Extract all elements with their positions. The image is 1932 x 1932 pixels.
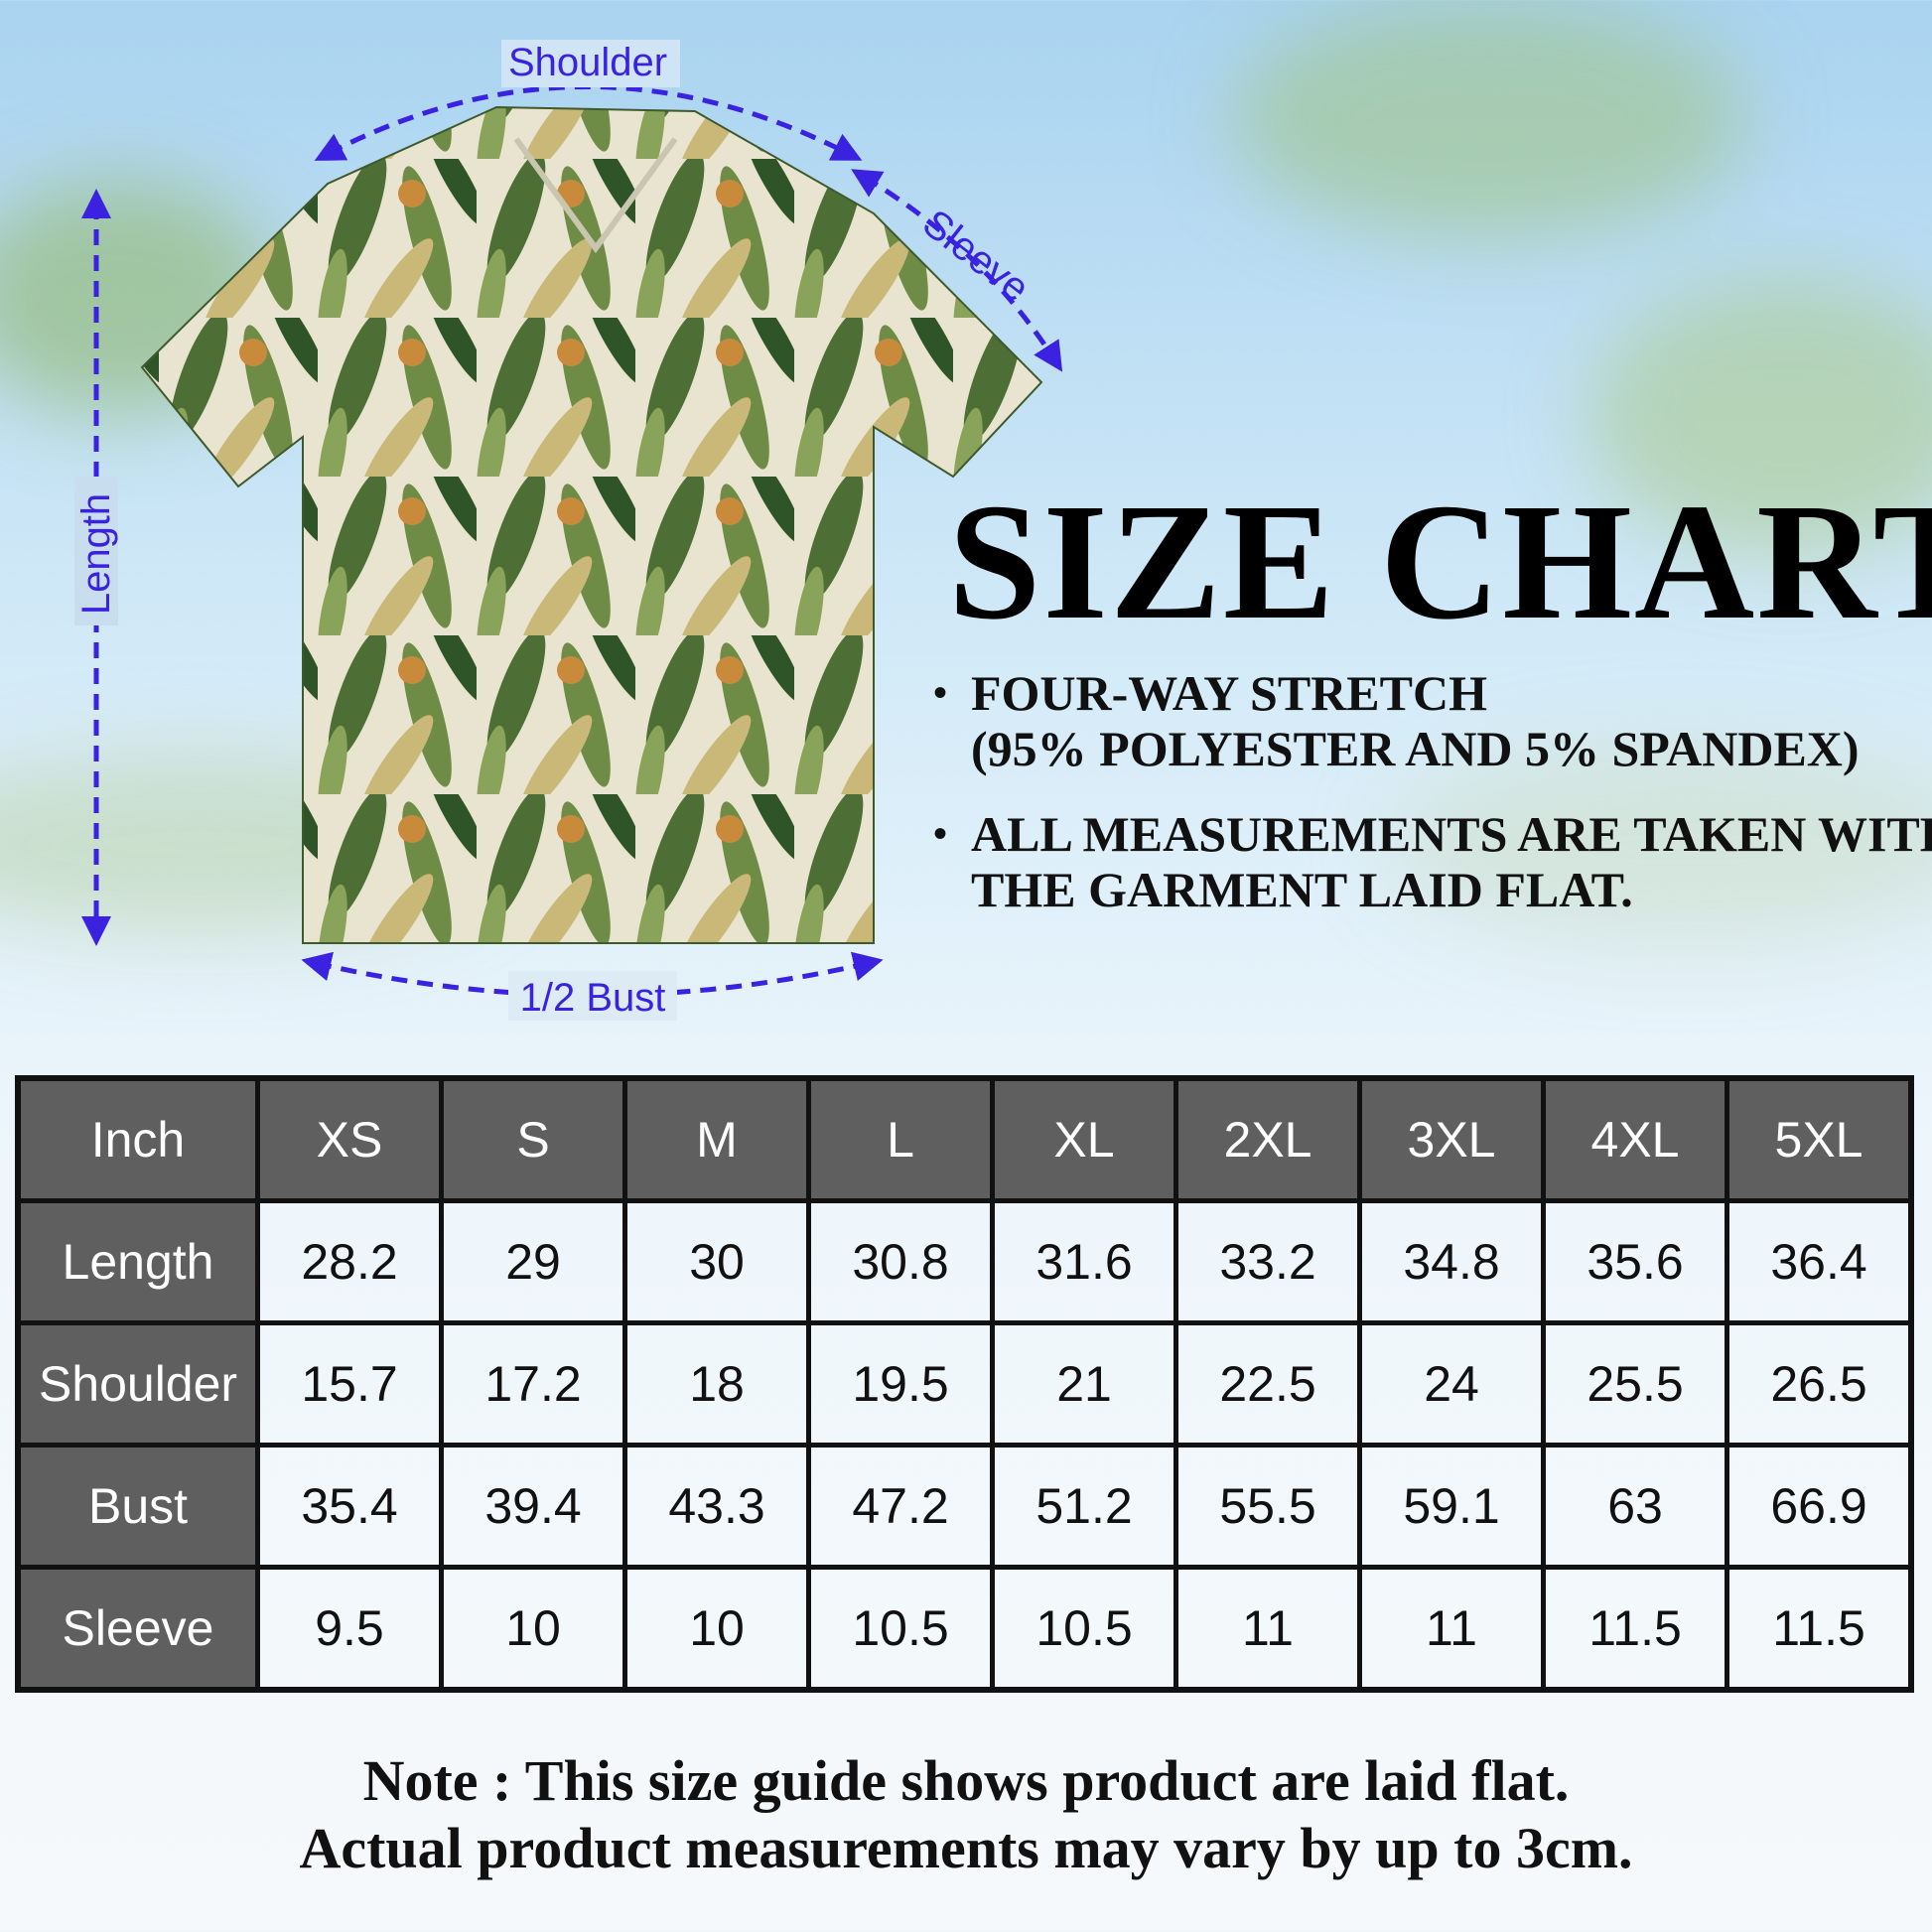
table-cell: 9.5 xyxy=(255,1565,444,1693)
table-cell: 51.2 xyxy=(990,1443,1178,1570)
table-cell: 31.6 xyxy=(990,1198,1178,1325)
table-cell: 26.5 xyxy=(1725,1320,1914,1448)
palm-blur xyxy=(0,0,1932,943)
table-cell: 11 xyxy=(1357,1565,1546,1693)
table-cell: 17.2 xyxy=(439,1320,627,1448)
table-cell: 10 xyxy=(439,1565,627,1693)
table-body: Inch XS S M L XL 2XL 3XL 4XL 5XL Length 28.2 29 30 30.… xyxy=(15,1075,1914,1693)
header-cell: XL xyxy=(990,1075,1178,1203)
table-cell: 43.3 xyxy=(622,1443,811,1570)
title: SIZE CHART xyxy=(948,470,1932,654)
header-cell: Shoulder xyxy=(15,1320,260,1448)
label-bg xyxy=(508,971,677,1021)
bullet-line: (95% POLYESTER AND 5% SPANDEX) xyxy=(971,721,1860,776)
table-cell: 63 xyxy=(1541,1443,1729,1570)
table-cell: 11.5 xyxy=(1725,1565,1914,1693)
header-cell: Inch xyxy=(15,1075,260,1203)
table-cell: 11 xyxy=(1173,1565,1362,1693)
bullet-dot: • xyxy=(933,811,948,856)
bust-label: 1/2 Bust xyxy=(520,976,666,1020)
table-row: Sleeve 9.5 10 10 10.5 10.5 11 11 11.5 11.5 xyxy=(15,1565,1914,1693)
header-cell: L xyxy=(806,1075,995,1203)
header-row: Inch XS S M L XL 2XL 3XL 4XL 5XL xyxy=(15,1075,1914,1203)
table-cell: 29 xyxy=(439,1198,627,1325)
shoulder-label: Shoulder xyxy=(508,41,667,84)
table-cell: 10 xyxy=(622,1565,811,1693)
header-cell: 5XL xyxy=(1725,1075,1914,1203)
collar xyxy=(513,137,678,254)
table-cell: 66.9 xyxy=(1725,1443,1914,1570)
table-cell: 10.5 xyxy=(990,1565,1178,1693)
header-cell: M xyxy=(622,1075,811,1203)
header-cell: 2XL xyxy=(1173,1075,1362,1203)
table-cell: 28.2 xyxy=(255,1198,444,1325)
table-row: Bust 35.4 39.4 43.3 47.2 51.2 55.5 59.1 63 66.9 xyxy=(15,1443,1914,1570)
table-cell: 15.7 xyxy=(255,1320,444,1448)
table-cell: 19.5 xyxy=(806,1320,995,1448)
size-table: Inch XS S M L XL 2XL 3XL 4XL 5XL Length 28.2 29 30 30.… xyxy=(15,1075,1914,1693)
table-cell: 47.2 xyxy=(806,1443,995,1570)
note: Actual product measurements may vary by … xyxy=(299,1816,1633,1880)
table-cell: 22.5 xyxy=(1173,1320,1362,1448)
table-cell: 33.2 xyxy=(1173,1198,1362,1325)
header-cell: Sleeve xyxy=(15,1565,260,1693)
table-cell: 35.4 xyxy=(255,1443,444,1570)
table-cell: 11.5 xyxy=(1541,1565,1729,1693)
table-cell: 10.5 xyxy=(806,1565,995,1693)
table-cell: 35.6 xyxy=(1541,1198,1729,1325)
bullet: • ALL MEASUREMENTS ARE TAKEN WITH THE GARM… xyxy=(933,806,1932,917)
table-cell: 59.1 xyxy=(1357,1443,1546,1570)
table-cell: 36.4 xyxy=(1725,1198,1914,1325)
header-cell: Length xyxy=(15,1198,260,1325)
bullet-line: FOUR-WAY STRETCH xyxy=(971,665,1487,721)
header-cell: 4XL xyxy=(1541,1075,1729,1203)
note: Note : This size guide shows product are… xyxy=(362,1748,1570,1813)
header-cell: S xyxy=(439,1075,627,1203)
header-cell: Bust xyxy=(15,1443,260,1570)
table-cell: 18 xyxy=(622,1320,811,1448)
bullet-line: ALL MEASUREMENTS ARE TAKEN WITH xyxy=(971,806,1932,862)
label-bg xyxy=(501,40,680,87)
bullet: • FOUR-WAY STRETCH (95% POLYESTER AND 5% S… xyxy=(933,665,1860,776)
table-row: Shoulder 15.7 17.2 18 19.5 21 22.5 24 25.5 26.5 xyxy=(15,1320,1914,1448)
table-cell: 34.8 xyxy=(1357,1198,1546,1325)
table-cell: 24 xyxy=(1357,1320,1546,1448)
table-cell: 30.8 xyxy=(806,1198,995,1325)
header-cell: 3XL xyxy=(1357,1075,1546,1203)
header-cell: XS xyxy=(255,1075,444,1203)
table-cell: 39.4 xyxy=(439,1443,627,1570)
table-row: Length 28.2 29 30 30.8 31.6 33.2 34.8 35.6 36.4 xyxy=(15,1198,1914,1325)
table-cell: 25.5 xyxy=(1541,1320,1729,1448)
bullet-dot: • xyxy=(933,670,948,715)
table-cell: 55.5 xyxy=(1173,1443,1362,1570)
length-label: Length xyxy=(74,493,118,615)
label-bg xyxy=(74,477,118,625)
table-cell: 21 xyxy=(990,1320,1178,1448)
table-cell: 30 xyxy=(622,1198,811,1325)
bullet-line: THE GARMENT LAID FLAT. xyxy=(971,862,1633,917)
